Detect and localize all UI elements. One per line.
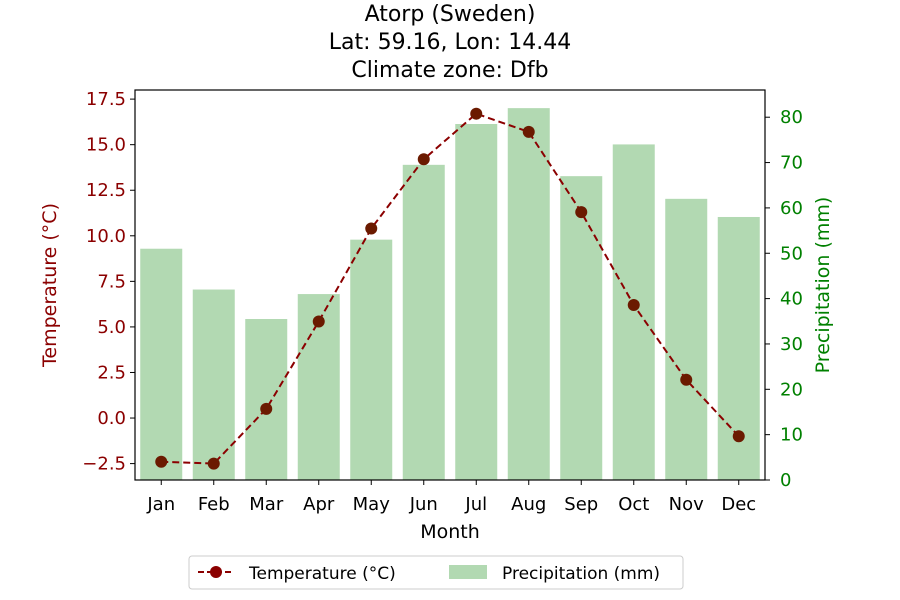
x-tick-label: Dec: [721, 494, 756, 515]
left-y-axis: −2.5 0.0 2.5 5.0 7.5 10.0 12.5 15.0 17.5: [82, 89, 135, 475]
title-line-2: Lat: 59.16, Lon: 14.44: [329, 30, 571, 55]
x-tick-label: Sep: [564, 494, 598, 515]
precipitation-bars: [140, 108, 760, 481]
precipitation-bar-nov: [665, 198, 708, 480]
right-y-tick-label: 70: [780, 153, 803, 174]
chart-title: Atorp (Sweden) Lat: 59.16, Lon: 14.44 Cl…: [329, 2, 571, 83]
temperature-point-feb: [207, 457, 220, 470]
left-y-tick-label: 2.5: [97, 362, 126, 383]
x-tick-label: Nov: [669, 494, 704, 515]
temperature-line: [155, 107, 745, 470]
x-tick-label: Apr: [303, 494, 335, 515]
legend-temperature-label: Temperature (°C): [248, 564, 396, 584]
x-tick-label: Feb: [198, 494, 230, 515]
legend-precipitation-label: Precipitation (mm): [502, 564, 660, 584]
right-y-tick-label: 40: [780, 289, 803, 310]
left-y-tick-label: 7.5: [97, 271, 126, 292]
right-y-tick-label: 20: [780, 379, 803, 400]
legend: Temperature (°C) Precipitation (mm): [188, 555, 684, 590]
left-y-tick-label: 5.0: [97, 317, 126, 338]
temperature-point-oct: [627, 299, 640, 312]
x-tick-label: Mar: [249, 494, 284, 515]
plot-frame: [134, 89, 766, 481]
legend-temperature-marker: [210, 566, 222, 578]
temperature-line-path: [161, 112, 740, 465]
left-y-tick-label: −2.5: [82, 454, 126, 475]
temperature-point-may: [365, 222, 378, 235]
temperature-point-jul: [470, 107, 483, 120]
precipitation-bar-jun: [402, 164, 445, 481]
right-y-tick-label: 10: [780, 425, 803, 446]
x-tick-label: Jun: [409, 494, 438, 515]
temperature-point-nov: [680, 373, 693, 386]
left-y-tick-label: 12.5: [86, 180, 126, 201]
left-y-axis-label: Temperature (°C): [39, 203, 61, 368]
temperature-point-aug: [522, 125, 535, 138]
precipitation-bar-feb: [192, 289, 235, 480]
x-tick-label: May: [353, 494, 391, 515]
precipitation-bar-aug: [507, 108, 550, 481]
legend-precipitation-swatch: [449, 565, 487, 579]
temperature-point-mar: [260, 402, 273, 415]
precipitation-bar-jan: [140, 248, 183, 480]
right-y-tick-label: 80: [780, 107, 803, 128]
temperature-point-apr: [312, 315, 325, 328]
x-axis: Jan Feb Mar Apr May Jun Jul Aug Sep Oct Nov Dec: [146, 480, 756, 515]
temperature-point-jun: [417, 153, 430, 166]
precipitation-bar-sep: [560, 176, 603, 481]
x-tick-label: Jan: [146, 494, 175, 515]
left-y-tick-label: 0.0: [97, 408, 126, 429]
left-y-tick-label: 15.0: [86, 135, 126, 156]
right-y-tick-label: 60: [780, 198, 803, 219]
temperature-point-jan: [155, 455, 168, 468]
right-y-tick-label: 0: [780, 470, 791, 491]
precipitation-bar-jul: [455, 124, 498, 480]
precipitation-bar-may: [350, 239, 393, 480]
x-tick-label: Jul: [464, 494, 487, 515]
title-line-3: Climate zone: Dfb: [351, 58, 548, 83]
temperature-point-dec: [732, 430, 745, 443]
temperature-point-sep: [575, 206, 588, 219]
x-axis-label: Month: [420, 521, 480, 543]
right-y-tick-label: 30: [780, 334, 803, 355]
x-tick-label: Aug: [511, 494, 546, 515]
right-y-axis: 0 10 20 30 40 50 60 70 80: [765, 107, 803, 491]
title-line-1: Atorp (Sweden): [365, 2, 536, 27]
legend-frame: [188, 555, 684, 590]
right-y-axis-label: Precipitation (mm): [812, 197, 834, 374]
x-tick-label: Oct: [618, 494, 649, 515]
precipitation-bar-mar: [245, 319, 288, 480]
left-y-tick-label: 10.0: [86, 226, 126, 247]
precipitation-bar-oct: [612, 144, 655, 480]
right-y-tick-label: 50: [780, 243, 803, 264]
left-y-tick-label: 17.5: [86, 89, 126, 110]
